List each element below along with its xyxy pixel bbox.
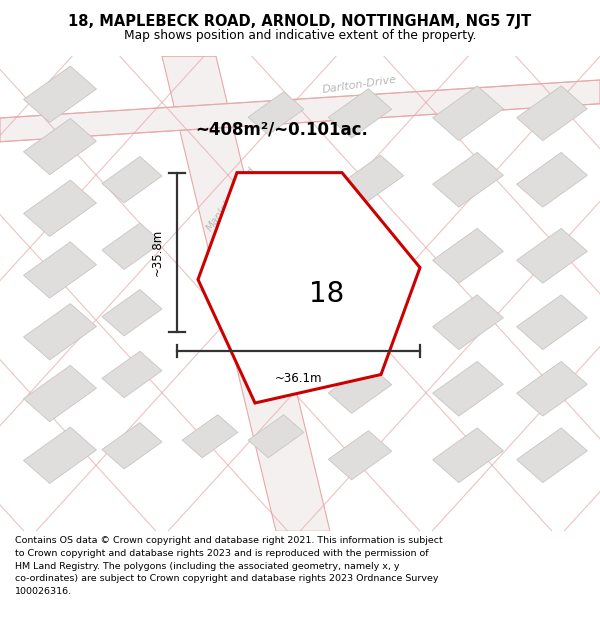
Polygon shape <box>182 415 238 458</box>
Polygon shape <box>102 156 162 203</box>
Polygon shape <box>517 86 587 141</box>
Text: ~35.8m: ~35.8m <box>151 229 164 276</box>
Text: Map shows position and indicative extent of the property.: Map shows position and indicative extent… <box>124 29 476 42</box>
Text: Darlton-Drive: Darlton-Drive <box>322 74 398 95</box>
Polygon shape <box>433 228 503 283</box>
Polygon shape <box>23 304 97 360</box>
Polygon shape <box>162 56 330 531</box>
Polygon shape <box>328 293 392 342</box>
Polygon shape <box>23 366 97 422</box>
Polygon shape <box>102 422 162 469</box>
Polygon shape <box>102 351 162 398</box>
Polygon shape <box>23 118 97 174</box>
Polygon shape <box>328 222 392 271</box>
Polygon shape <box>198 173 420 403</box>
Polygon shape <box>433 361 503 416</box>
Polygon shape <box>0 80 600 142</box>
Polygon shape <box>248 92 304 135</box>
Polygon shape <box>328 431 392 480</box>
Polygon shape <box>23 180 97 236</box>
Polygon shape <box>433 428 503 483</box>
Polygon shape <box>433 295 503 349</box>
Polygon shape <box>23 66 97 122</box>
Polygon shape <box>248 415 304 458</box>
Polygon shape <box>517 152 587 207</box>
Text: MaplebecRoad: MaplebecRoad <box>205 165 257 232</box>
Polygon shape <box>517 428 587 483</box>
Text: 18, MAPLEBECK ROAD, ARNOLD, NOTTINGHAM, NG5 7JT: 18, MAPLEBECK ROAD, ARNOLD, NOTTINGHAM, … <box>68 14 532 29</box>
Polygon shape <box>340 155 404 204</box>
Text: ~36.1m: ~36.1m <box>275 372 322 385</box>
Polygon shape <box>23 242 97 298</box>
Polygon shape <box>517 228 587 283</box>
Polygon shape <box>102 289 162 336</box>
Polygon shape <box>517 361 587 416</box>
Polygon shape <box>328 364 392 413</box>
Text: 18: 18 <box>310 280 344 308</box>
Text: Contains OS data © Crown copyright and database right 2021. This information is : Contains OS data © Crown copyright and d… <box>15 536 443 596</box>
Polygon shape <box>433 86 503 141</box>
Polygon shape <box>433 152 503 207</box>
Polygon shape <box>517 295 587 349</box>
Polygon shape <box>23 427 97 483</box>
Text: ~408m²/~0.101ac.: ~408m²/~0.101ac. <box>196 121 368 139</box>
Polygon shape <box>102 223 162 269</box>
Polygon shape <box>328 89 392 138</box>
